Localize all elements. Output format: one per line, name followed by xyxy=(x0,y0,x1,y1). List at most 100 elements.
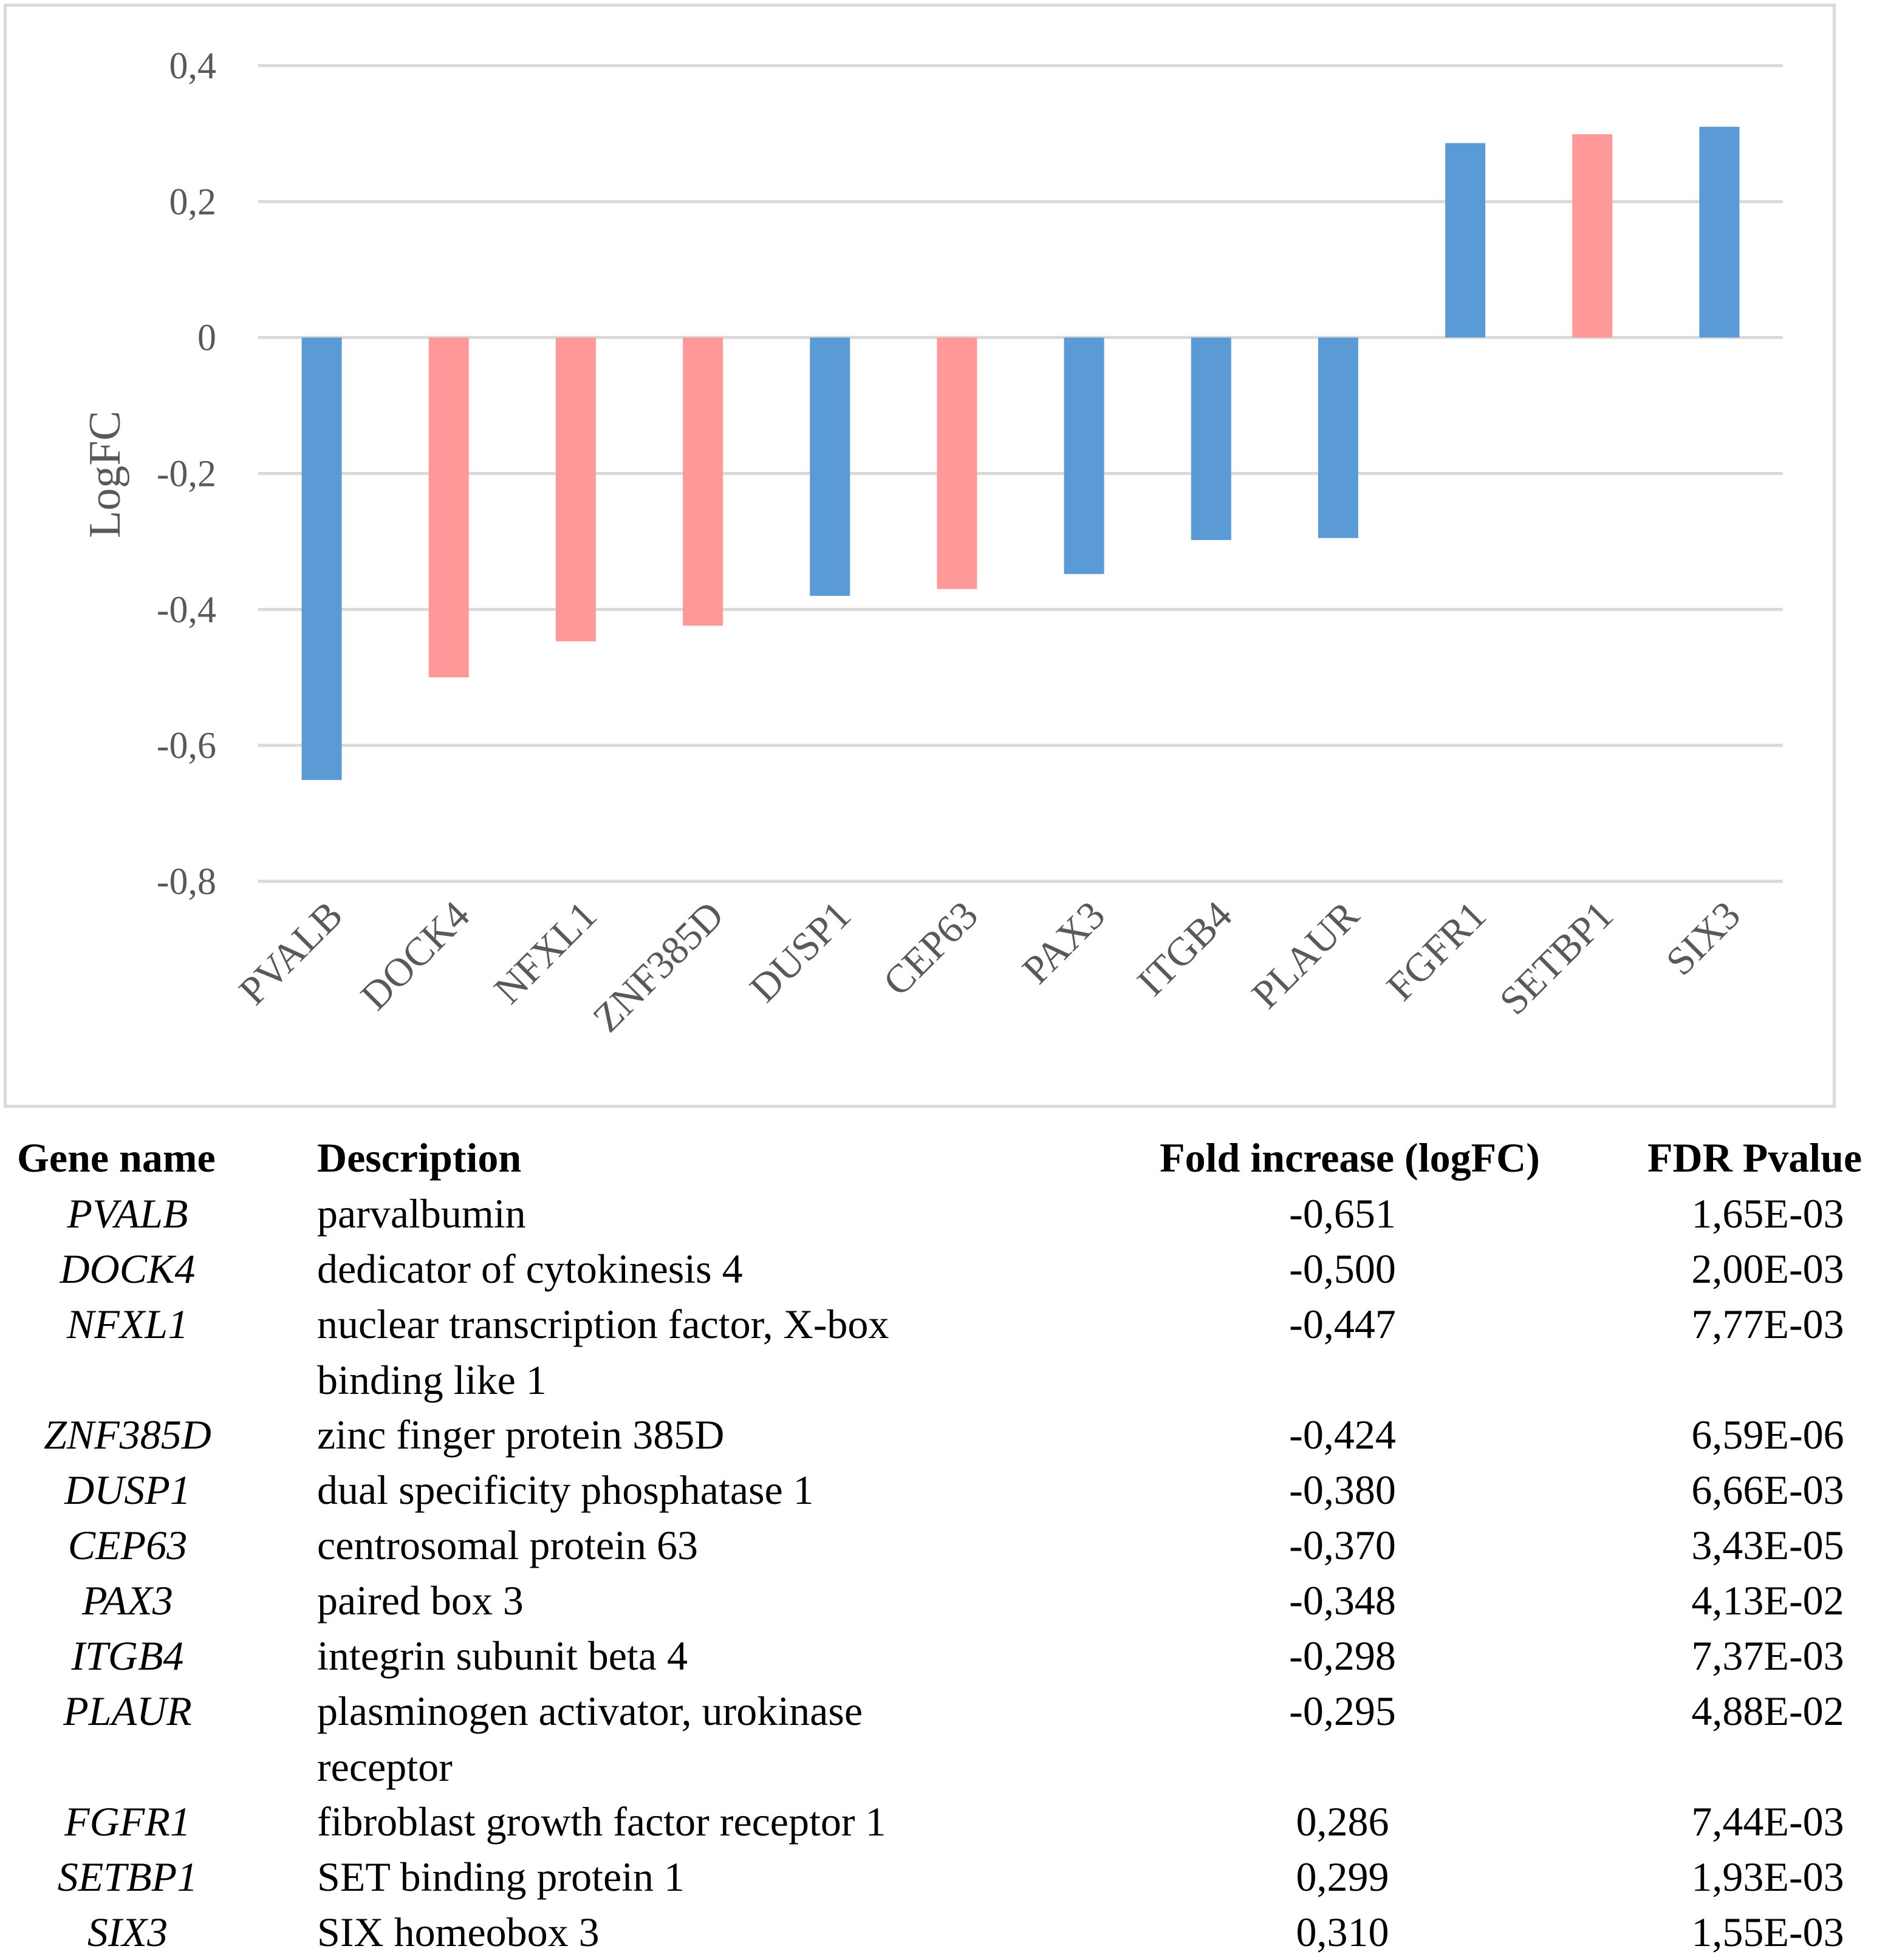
table-body: PVALB parvalbumin -0,651 1,65E-03 DOCK4 dedic… xyxy=(0,1186,1888,1959)
table-row: CEP63 centrosomal protein 63 -0,370 3,43E-0… xyxy=(0,1517,1888,1572)
description-cell: fibroblast growth factor receptor 1 xyxy=(317,1798,886,1845)
table-row: DUSP1 dual specificity phosphatase 1 -0,38… xyxy=(0,1462,1888,1517)
gene-cell: SETBP1 xyxy=(57,1854,198,1900)
fold-change-cell: -0,500 xyxy=(1289,1246,1396,1292)
fold-change-cell: -0,295 xyxy=(1289,1688,1396,1734)
fdr-cell: 1,55E-03 xyxy=(1691,1909,1844,1955)
fdr-cell: 1,93E-03 xyxy=(1691,1854,1844,1900)
bars xyxy=(301,126,1740,780)
fdr-cell: 4,13E-02 xyxy=(1691,1577,1844,1624)
x-tick-label: NFXL1 xyxy=(486,893,606,1012)
x-tick-label: SETBP1 xyxy=(1491,893,1622,1023)
gene-cell: CEP63 xyxy=(67,1522,188,1568)
bar-itgb4 xyxy=(1191,337,1231,541)
table-row: PAX3 paired box 3 -0,348 4,13E-02 xyxy=(0,1572,1888,1628)
description-cell: nuclear transcription factor, X-box bind… xyxy=(317,1301,889,1403)
header-gene-name: Gene name xyxy=(17,1135,216,1181)
bar-dusp1 xyxy=(810,337,850,596)
header-description: Description xyxy=(317,1135,522,1181)
x-tick-label: PVALB xyxy=(231,893,352,1014)
x-tick-label: SIX3 xyxy=(1658,893,1749,984)
header-fold-increase: Fold increase (logFC) xyxy=(1160,1135,1540,1181)
bar-pax3 xyxy=(1064,337,1104,575)
table-row: PVALB parvalbumin -0,651 1,65E-03 xyxy=(0,1186,1888,1241)
fold-change-cell: -0,424 xyxy=(1289,1412,1396,1458)
fdr-cell: 2,00E-03 xyxy=(1691,1246,1844,1292)
y-axis-ticks: 0,4 0,2 0 -0,2 -0,4 -0,6 -0,8 xyxy=(157,46,216,903)
fdr-cell: 7,44E-03 xyxy=(1691,1798,1844,1845)
fold-change-cell: -0,348 xyxy=(1289,1577,1396,1624)
header-fdr-pvalue: FDR Pvalue xyxy=(1647,1135,1862,1181)
gene-cell: DUSP1 xyxy=(64,1467,191,1513)
gene-cell: NFXL1 xyxy=(66,1301,189,1347)
description-cell: SIX homeobox 3 xyxy=(317,1909,600,1955)
table-row: DOCK4 dedicator of cytokinesis 4 -0,500 2,0… xyxy=(0,1241,1888,1296)
x-tick-label: ZNF385D xyxy=(584,893,732,1040)
bar-dock4 xyxy=(428,337,469,678)
fdr-cell: 7,37E-03 xyxy=(1691,1633,1844,1679)
y-tick-label: 0,2 xyxy=(169,182,217,223)
fold-change-cell: -0,298 xyxy=(1289,1633,1396,1679)
gene-cell: FGFR1 xyxy=(64,1798,191,1845)
y-tick-label: -0,8 xyxy=(157,861,216,903)
x-tick-label: DUSP1 xyxy=(742,893,860,1011)
x-tick-label: DOCK4 xyxy=(352,893,478,1019)
table-row: SIX3 SIX homeobox 3 0,310 1,55E-03 xyxy=(0,1904,1888,1959)
fold-change-cell: -0,447 xyxy=(1289,1301,1396,1347)
table-row: ITGB4 integrin subunit beta 4 -0,298 7,37E-… xyxy=(0,1628,1888,1683)
fold-change-cell: 0,299 xyxy=(1296,1854,1389,1900)
bar-fgfr1 xyxy=(1445,143,1486,338)
x-tick-label: PAX3 xyxy=(1014,893,1113,992)
y-tick-label: 0 xyxy=(197,318,216,359)
bar-pvalb xyxy=(301,337,342,780)
description-cell: parvalbumin xyxy=(317,1190,526,1237)
description-cell: plasminogen activator, urokinase recepto… xyxy=(317,1688,863,1790)
fdr-cell: 1,65E-03 xyxy=(1691,1190,1844,1237)
y-tick-label: -0,2 xyxy=(157,454,216,495)
description-cell: zinc finger protein 385D xyxy=(317,1412,725,1458)
description-cell: integrin subunit beta 4 xyxy=(317,1633,688,1679)
description-cell: paired box 3 xyxy=(317,1577,524,1624)
gene-cell: DOCK4 xyxy=(60,1246,196,1292)
gene-cell: PAX3 xyxy=(82,1577,173,1624)
x-tick-label: ITGB4 xyxy=(1129,893,1241,1005)
x-tick-label: CEP63 xyxy=(875,893,987,1005)
fold-change-cell: -0,651 xyxy=(1289,1190,1396,1237)
bar-cep63 xyxy=(937,337,977,589)
fdr-cell: 7,77E-03 xyxy=(1691,1301,1844,1347)
x-tick-label: PLAUR xyxy=(1243,893,1368,1017)
fold-change-cell: -0,370 xyxy=(1289,1522,1396,1568)
table-row: PLAUR plasminogen activator, urokinase re… xyxy=(0,1683,1888,1794)
bar-setbp1 xyxy=(1572,134,1613,338)
y-tick-label: 0,4 xyxy=(169,46,217,87)
y-tick-label: -0,4 xyxy=(157,589,216,630)
fdr-cell: 6,66E-03 xyxy=(1691,1467,1844,1513)
bar-nfxl1 xyxy=(555,337,596,641)
bar-six3 xyxy=(1699,126,1740,338)
fdr-cell: 6,59E-06 xyxy=(1691,1412,1844,1458)
description-cell: dedicator of cytokinesis 4 xyxy=(317,1246,743,1292)
fdr-cell: 3,43E-05 xyxy=(1691,1522,1844,1568)
chart-frame: 0,4 0,2 0 -0,2 -0,4 -0,6 -0,8 PVALB DOCK4 NFXL1 Z… xyxy=(4,4,1836,1108)
gene-cell: SIX3 xyxy=(87,1909,168,1955)
table-row: FGFR1 fibroblast growth factor receptor 1… xyxy=(0,1794,1888,1849)
gene-table: Gene name Description Fold increase (log… xyxy=(0,1130,1888,1959)
table-header-row: Gene name Description Fold increase (log… xyxy=(0,1130,1888,1186)
table-row: ZNF385D zinc finger protein 385D -0,424 6,5… xyxy=(0,1407,1888,1462)
description-cell: SET binding protein 1 xyxy=(317,1854,685,1900)
gene-cell: ZNF385D xyxy=(44,1412,211,1458)
gene-cell: PLAUR xyxy=(63,1688,192,1734)
fdr-cell: 4,88E-02 xyxy=(1691,1688,1844,1734)
bar-znf385d xyxy=(683,337,723,626)
description-cell: dual specificity phosphatase 1 xyxy=(317,1467,814,1513)
y-tick-label: -0,6 xyxy=(157,725,216,767)
table-row: SETBP1 SET binding protein 1 0,299 1,93E-03 xyxy=(0,1849,1888,1904)
description-cell: centrosomal protein 63 xyxy=(317,1522,698,1568)
bar-plaur xyxy=(1318,337,1358,538)
gene-cell: ITGB4 xyxy=(71,1633,184,1679)
table-row: NFXL1 nuclear transcription factor, X-box… xyxy=(0,1296,1888,1407)
y-axis-title: LogFC xyxy=(80,411,130,538)
fold-change-cell: 0,286 xyxy=(1296,1798,1389,1845)
gene-cell: PVALB xyxy=(67,1190,188,1237)
